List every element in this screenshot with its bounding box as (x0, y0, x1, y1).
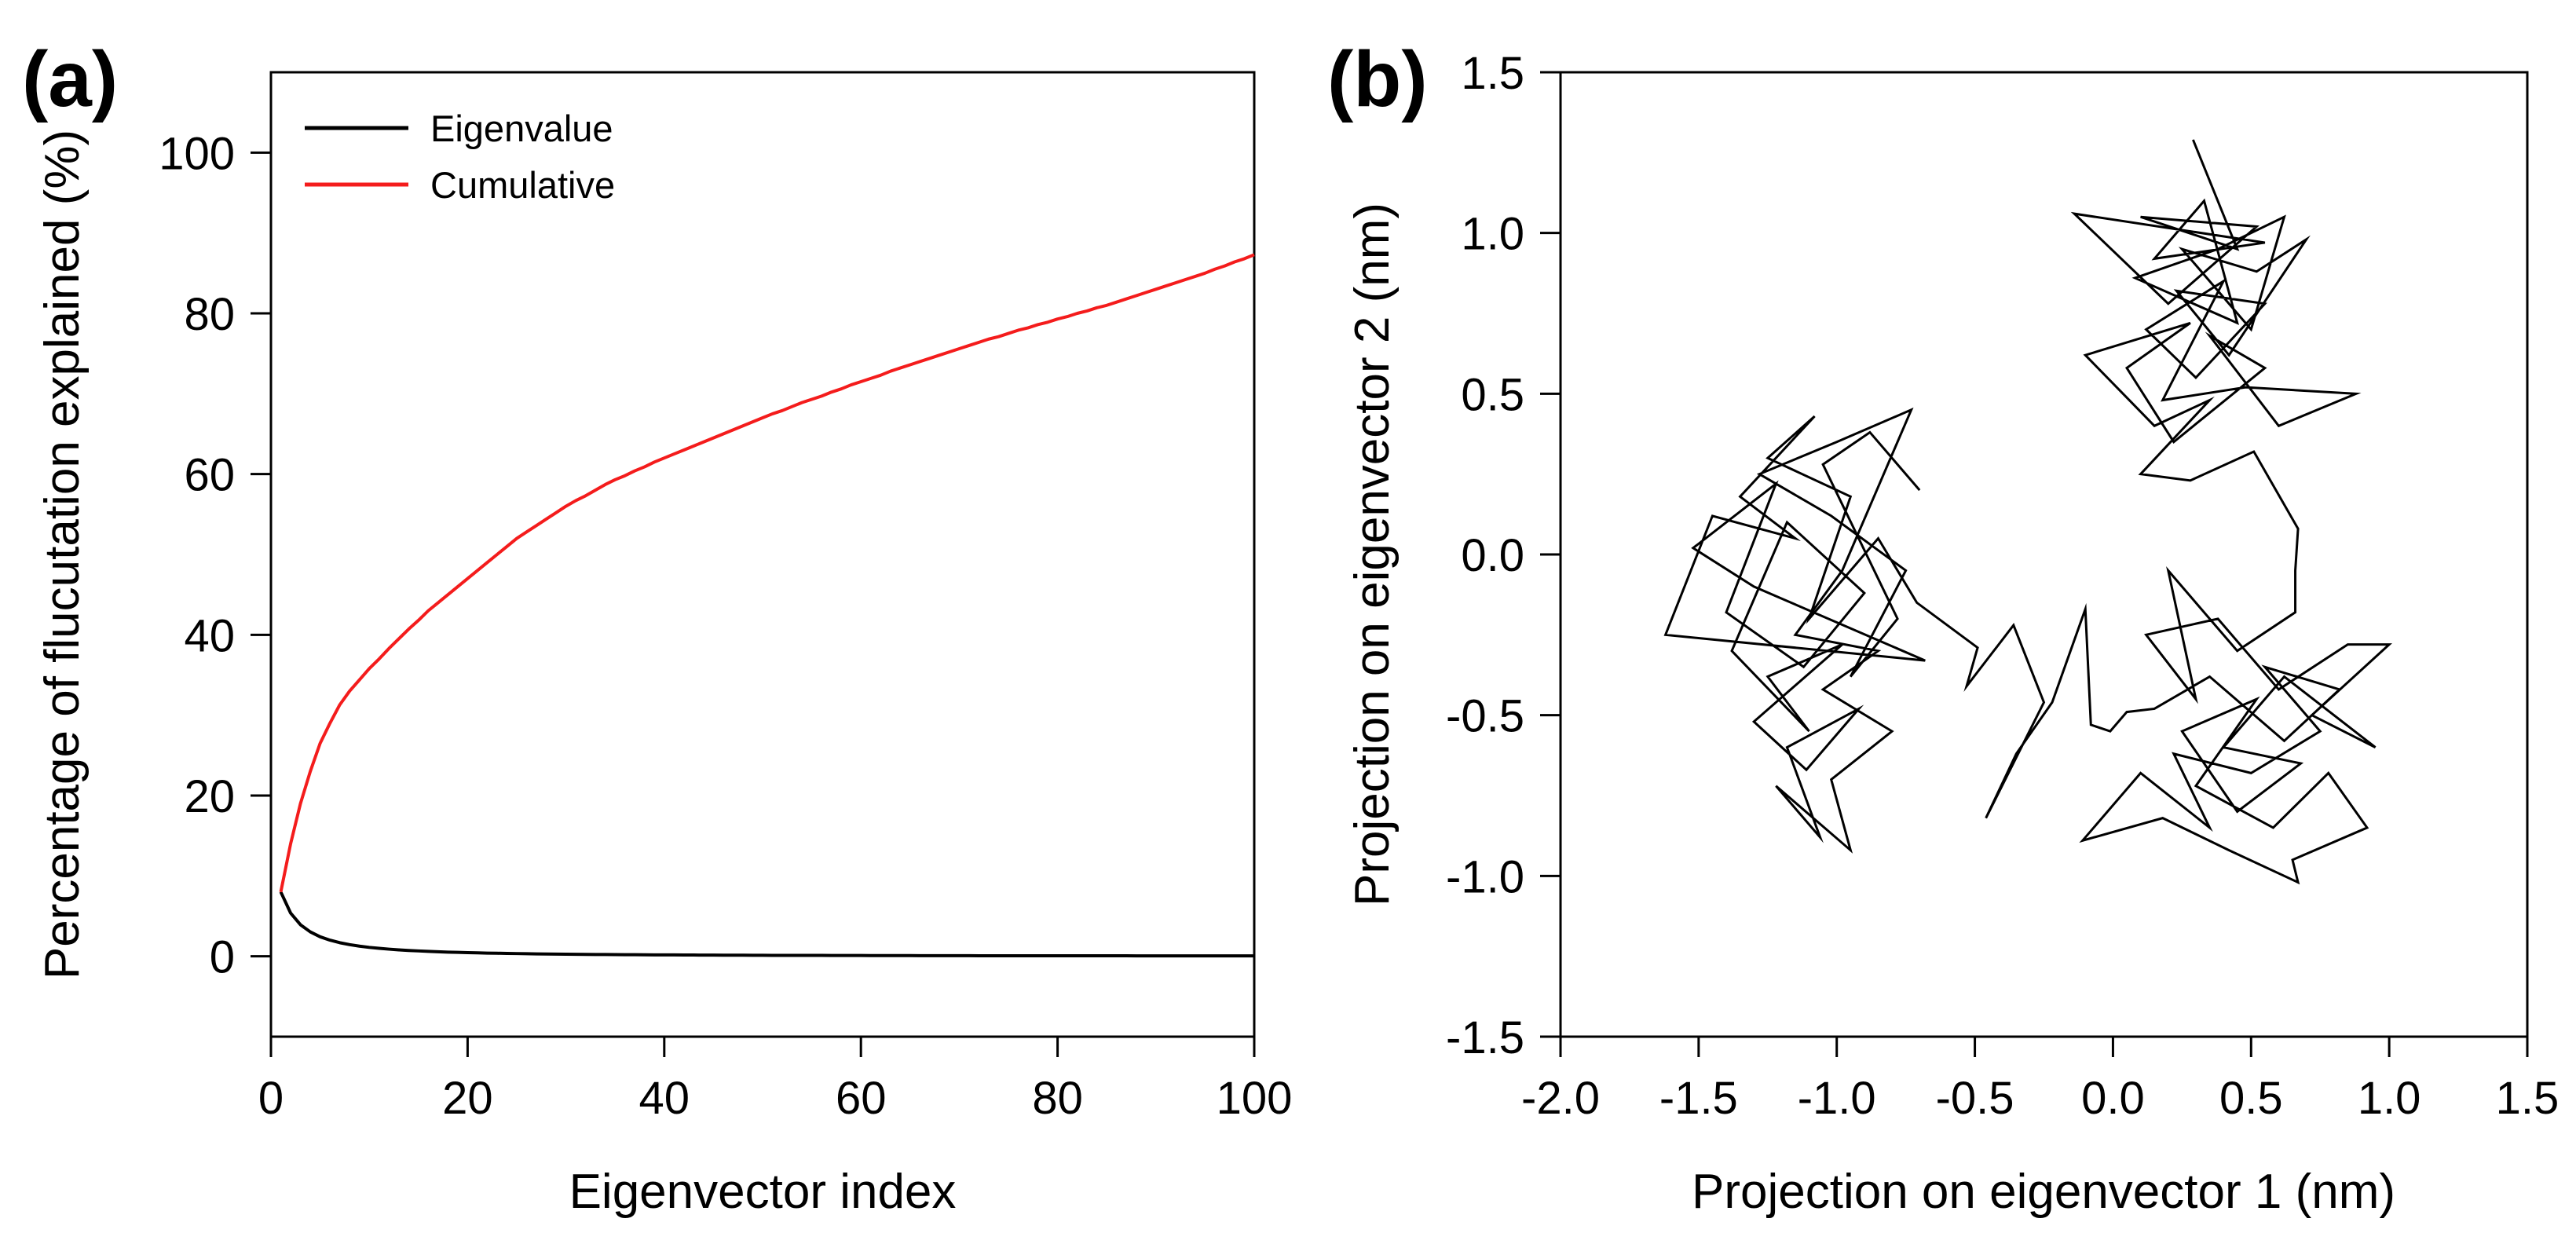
eigenvalue-curve (279, 891, 1254, 958)
x-tick-label: -0.5 (1936, 1073, 2014, 1124)
y-tick-label: 40 (184, 610, 235, 661)
y-tick-label: 1.0 (1461, 209, 1524, 260)
x-tick-label: -2.0 (1521, 1073, 1600, 1124)
y-tick-label: -1.0 (1446, 851, 1524, 902)
trajectory-path (1663, 139, 2393, 885)
x-tick-label: 0 (258, 1073, 284, 1124)
legend-label-eigenvalue: Eigenvalue (430, 108, 613, 149)
x-tick-label: 0.0 (2081, 1073, 2145, 1124)
cumulative-curve (279, 253, 1255, 893)
y-tick-label: -1.5 (1446, 1012, 1524, 1063)
panel-b-letter: (b) (1327, 35, 1428, 123)
x-tick-label: -1.5 (1659, 1073, 1738, 1124)
panel-a-ticks: 0 20 40 60 80 100 100 80 60 40 20 0 (159, 128, 1292, 1124)
panel-b-x-axis-title: Projection on eigenvector 1 (nm) (1692, 1165, 2395, 1219)
y-tick-label: 0.5 (1461, 369, 1524, 420)
x-tick-label: 1.5 (2496, 1073, 2560, 1124)
x-tick-label: 100 (1217, 1073, 1293, 1124)
y-tick-label: 60 (184, 450, 235, 501)
x-tick-label: 40 (639, 1073, 690, 1124)
x-tick-label: 0.5 (2219, 1073, 2283, 1124)
panel-a-x-axis-title: Eigenvector index (569, 1165, 957, 1219)
panel-b-y-axis-title: Projection on eigenvector 2 (nm) (1345, 203, 1400, 906)
x-tick-label: 1.0 (2358, 1073, 2421, 1124)
panel-a-legend: Eigenvalue Cumulative (305, 108, 615, 206)
panel-b: (b) -2.0 -1.5 -1.0 -0.5 0.0 0.5 1.0 1.5 1.5 1.0 0.… (1327, 35, 2559, 1219)
y-tick-label: -0.5 (1446, 691, 1524, 742)
y-tick-label: 20 (184, 771, 235, 822)
y-tick-label: 0 (210, 932, 235, 983)
panel-a-y-axis-title: Percentage of flucutation explained (%) (35, 130, 90, 979)
panel-a: (a) 0 20 40 60 80 100 100 80 60 40 20 0 Eigenvector… (22, 35, 1292, 1219)
y-tick-label: 100 (159, 128, 235, 179)
y-tick-label: 1.5 (1461, 48, 1524, 99)
x-tick-label: 60 (836, 1073, 887, 1124)
x-tick-label: 20 (442, 1073, 493, 1124)
panel-b-frame (1559, 71, 2529, 1038)
y-tick-label: 80 (184, 289, 235, 340)
x-tick-label: -1.0 (1798, 1073, 1876, 1124)
x-tick-label: 80 (1032, 1073, 1083, 1124)
y-tick-label: 0.0 (1461, 530, 1524, 581)
panel-a-letter: (a) (22, 35, 118, 123)
panel-a-frame (269, 71, 1256, 1038)
panel-b-ticks: -2.0 -1.5 -1.0 -0.5 0.0 0.5 1.0 1.5 1.5 1.0 0.5 0.0… (1446, 48, 2559, 1124)
legend-label-cumulative: Cumulative (430, 164, 615, 206)
